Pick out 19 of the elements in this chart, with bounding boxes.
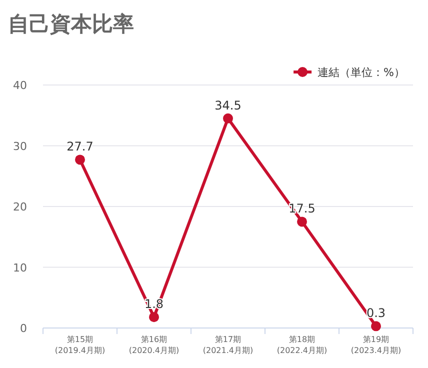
data-label: 34.5 (214, 98, 242, 112)
data-label: 27.7 (66, 140, 94, 154)
x-tick-label: 第19期 (2023.4月期) (350, 335, 402, 355)
y-tick-label: 30 (13, 140, 27, 153)
x-tick-label: 第17期 (2021.4月期) (202, 335, 254, 355)
point (371, 321, 381, 332)
point (149, 312, 159, 322)
y-tick-label: 0 (20, 322, 27, 335)
y-tick-label: 20 (13, 200, 27, 214)
point (75, 154, 85, 165)
x-tick-label: 第16期 (2020.4月期) (128, 335, 180, 355)
x-tick-label: 第18期 (2022.4月期) (276, 335, 328, 355)
point (223, 113, 233, 124)
chart-title: 自己資本比率 (8, 12, 134, 36)
y-tick-label: 10 (13, 261, 27, 274)
x-tick-label: 第15期 (2019.4月期) (54, 335, 106, 355)
y-tick-label: 40 (13, 79, 27, 92)
legend-label: 連結（単位：%） (318, 66, 405, 79)
point (297, 216, 307, 227)
